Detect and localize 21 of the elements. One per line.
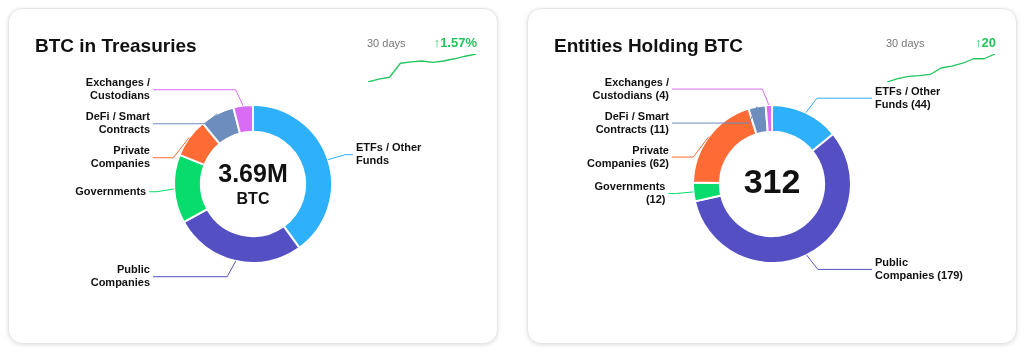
slice-label: Public Companies: [90, 263, 150, 289]
text: 312: [743, 162, 801, 201]
text: ↑1.57%: [433, 35, 477, 50]
slice-label: Exchanges / Custodians: [85, 76, 150, 102]
slice-label: Private Companies: [90, 144, 150, 170]
slice-label: Private Companies (62): [587, 143, 670, 169]
chart-title: BTC in Treasuries: [35, 35, 197, 57]
text: ↑20: [975, 35, 996, 50]
text: 3.69M: [218, 158, 288, 187]
slice-label: ETFs / Other Funds: [356, 141, 423, 167]
slice-label: Governments: [75, 184, 147, 197]
chart-title: 30 days: [367, 37, 406, 49]
chart-title: 30 days: [886, 37, 925, 49]
text: BTC: [236, 190, 270, 208]
slice-label: DeFi / Smart Contracts (11): [595, 109, 670, 135]
slice-label: Exchanges / Custodians (4): [592, 75, 670, 101]
slice-label: DeFi / Smart Contracts: [85, 110, 151, 136]
chart-title: Entities Holding BTC: [554, 35, 743, 57]
slice-label: Public Companies (179): [875, 255, 964, 281]
slice-label: Governments (12): [594, 180, 666, 206]
slice-label: ETFs / Other Funds (44): [875, 84, 942, 110]
